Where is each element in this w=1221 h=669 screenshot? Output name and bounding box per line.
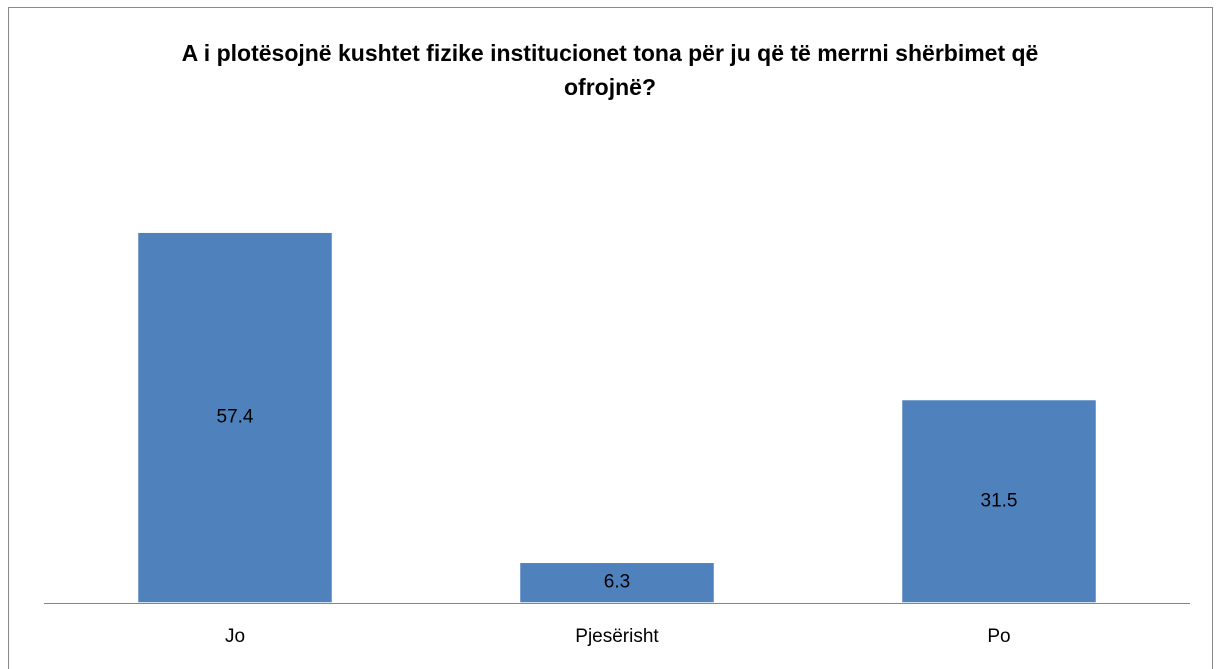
data-label: 57.4: [217, 407, 254, 428]
x-tick-label: Pjesërisht: [575, 626, 659, 647]
x-tick-label: Jo: [225, 626, 245, 647]
bar: [900, 398, 1098, 604]
x-tick-label: Po: [987, 626, 1010, 647]
chart-title: A i plotësojnë kushtet fizike institucio…: [181, 40, 1039, 100]
data-label: 6.3: [604, 572, 630, 593]
chart-border: [8, 7, 1213, 669]
data-label: 31.5: [981, 490, 1018, 511]
